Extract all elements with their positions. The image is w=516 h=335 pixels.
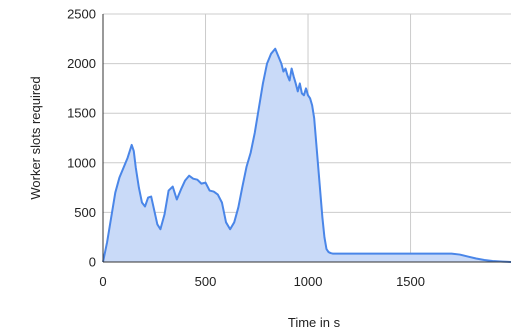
y-axis-tick-labels: 0 500 1000 1500 2000 2500 bbox=[67, 7, 96, 270]
chart-axes bbox=[102, 14, 511, 263]
y-tick-label: 2000 bbox=[67, 56, 96, 71]
y-tick-label: 0 bbox=[89, 255, 96, 270]
series-line bbox=[102, 47, 512, 263]
chart-plot-area bbox=[102, 47, 512, 263]
x-axis-title: Time in s bbox=[288, 315, 341, 330]
y-tick-label: 500 bbox=[74, 205, 96, 220]
x-axis-tick-labels: 0 500 1000 1500 bbox=[99, 274, 425, 289]
y-tick-label: 1500 bbox=[67, 106, 96, 121]
x-tick-label: 500 bbox=[195, 274, 217, 289]
y-axis-title: Worker slots required bbox=[28, 76, 43, 199]
y-tick-label: 1000 bbox=[67, 155, 96, 170]
x-tick-label: 1500 bbox=[396, 274, 425, 289]
y-tick-label: 2500 bbox=[67, 7, 96, 22]
x-tick-label: 0 bbox=[99, 274, 106, 289]
series-area-fill bbox=[103, 48, 511, 262]
x-tick-label: 1000 bbox=[294, 274, 323, 289]
